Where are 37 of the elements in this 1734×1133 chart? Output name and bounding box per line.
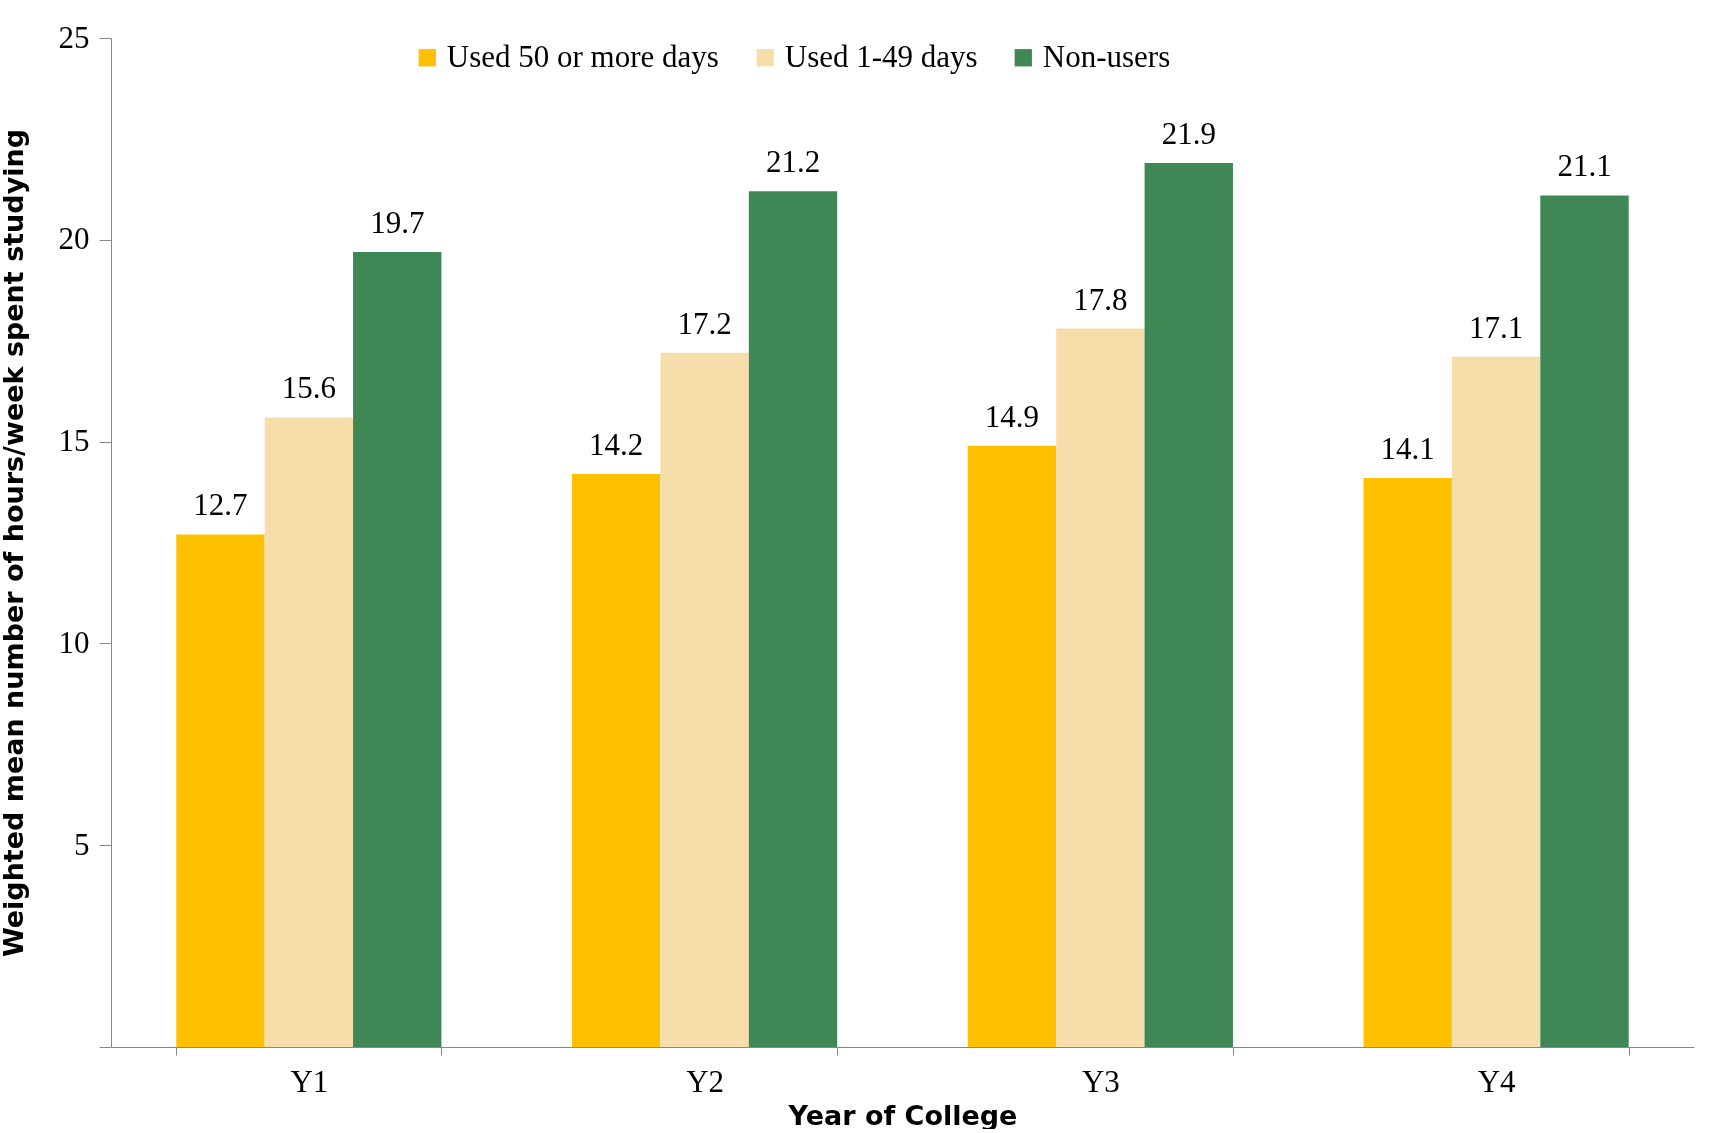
- data-label: 21.2: [765, 144, 821, 180]
- y-tick-label: 20: [58, 221, 90, 257]
- x-tick-label: Y2: [686, 1063, 725, 1099]
- bar: [1056, 328, 1145, 1047]
- legend-label: Used 50 or more days: [446, 38, 719, 74]
- bar: [1451, 356, 1541, 1047]
- bar: [748, 191, 838, 1047]
- bar: [176, 534, 265, 1047]
- data-label: 21.9: [1161, 116, 1216, 152]
- data-label: 19.7: [370, 204, 425, 240]
- bar: [264, 417, 354, 1047]
- bar: [1144, 163, 1233, 1047]
- data-label: 14.9: [984, 398, 1040, 434]
- data-label: 17.1: [1469, 309, 1524, 345]
- data-label: 17.8: [1073, 281, 1128, 317]
- y-tick-label: 10: [58, 624, 90, 660]
- data-label: 12.7: [193, 487, 248, 523]
- x-tick-label: Y1: [290, 1063, 329, 1099]
- legend-label: Non-users: [1042, 38, 1171, 74]
- bar: [660, 352, 749, 1047]
- data-label: 21.1: [1557, 148, 1612, 184]
- data-label: 17.2: [677, 305, 732, 341]
- bar: [967, 445, 1057, 1047]
- y-tick-label: 25: [58, 19, 90, 55]
- bar: [572, 473, 661, 1047]
- data-label: 14.1: [1380, 430, 1435, 466]
- bar: [1540, 195, 1629, 1047]
- y-tick-label: 5: [74, 826, 90, 862]
- data-label: 14.2: [589, 426, 644, 462]
- bar: [1363, 477, 1452, 1047]
- legend-label: Used 1-49 days: [784, 38, 978, 74]
- y-tick-label: 15: [58, 423, 90, 459]
- data-label: 15.6: [281, 370, 336, 406]
- y-axis-title: Weighted mean number of hours/week spent studying: [0, 128, 29, 958]
- x-tick-label: Y3: [1081, 1063, 1120, 1099]
- bar: [353, 251, 442, 1047]
- x-tick-label: Y4: [1477, 1063, 1517, 1099]
